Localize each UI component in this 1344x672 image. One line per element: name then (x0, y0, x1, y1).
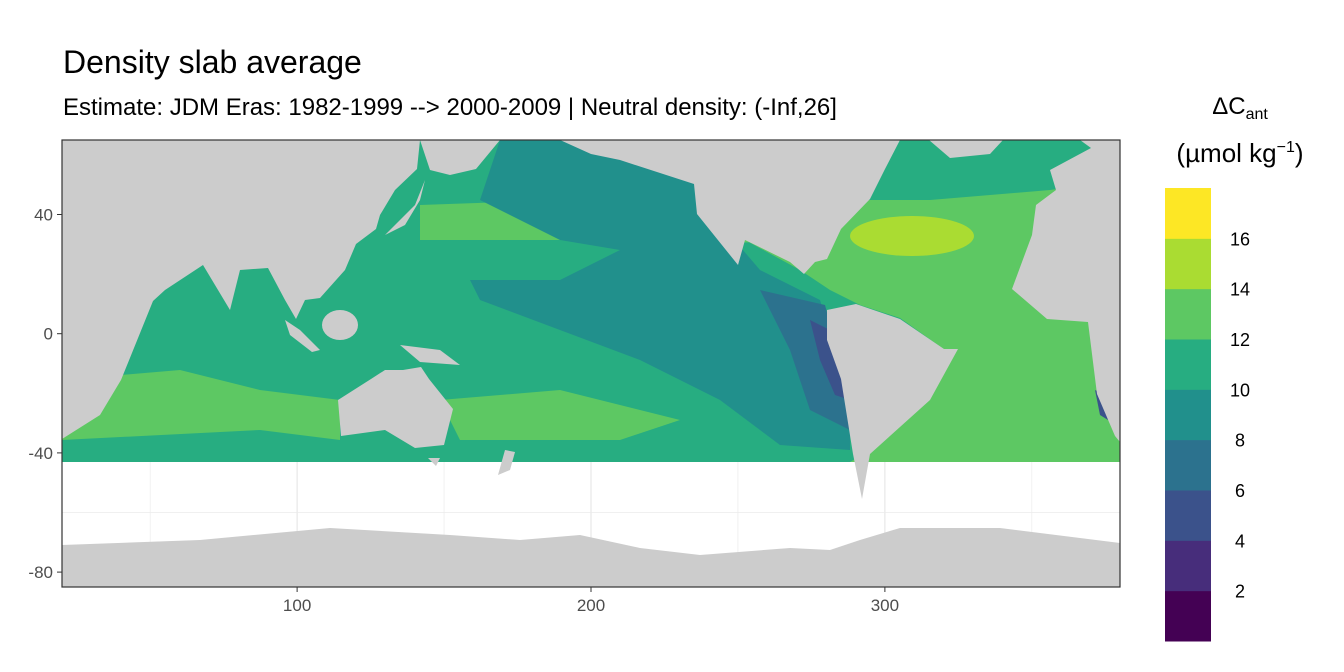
land (62, 140, 1120, 587)
region-central-pacific (470, 140, 850, 450)
legend-color-bin (1165, 439, 1211, 491)
legend-color-bin (1165, 339, 1211, 390)
legend-break-label: 4 (1235, 531, 1245, 551)
region-peru-upwelling (810, 320, 850, 400)
legend-units: (µmol kg−1) (1176, 138, 1303, 168)
legend-break-label: 10 (1230, 380, 1250, 400)
y-tick-label: 40 (34, 206, 53, 225)
map-layer (62, 140, 1120, 587)
region-south-pacific-band (440, 390, 680, 440)
x-tick-label: 100 (283, 596, 311, 615)
plot-subtitle: Estimate: JDM Eras: 1982-1999 --> 2000-2… (63, 94, 837, 121)
land-europe-africa-west (1012, 140, 1120, 442)
land-kamchatka (420, 140, 500, 175)
land-borneo (322, 310, 358, 340)
land-new-zealand (498, 450, 515, 475)
land-tasmania (428, 458, 440, 466)
legend-color-bin (1165, 490, 1211, 541)
legend-break-label: 2 (1235, 582, 1245, 602)
legend-color-bin (1165, 389, 1211, 441)
land-sumatra (285, 320, 320, 352)
legend-break-label: 8 (1235, 431, 1245, 451)
plot-title: Density slab average (63, 44, 362, 80)
legend-color-bin (1165, 540, 1211, 592)
x-tick-label: 300 (871, 596, 899, 615)
y-tick-label: 0 (44, 325, 53, 344)
land-australia (338, 367, 453, 448)
region-south-indian (62, 370, 340, 440)
legend-color-bin (1165, 288, 1211, 340)
legend-color-bin (1165, 188, 1211, 239)
x-tick-label: 200 (577, 596, 605, 615)
legend-break-label: 6 (1235, 481, 1245, 501)
legend-color-bin (1165, 590, 1211, 642)
y-tick-label: -80 (28, 563, 53, 582)
legend-break-label: 12 (1230, 330, 1250, 350)
land-africa-asia (62, 140, 420, 439)
land-antarctica (62, 528, 1120, 587)
legend-break-label: 14 (1230, 280, 1250, 300)
region-atlantic (745, 180, 1120, 462)
legend-color-bin (1165, 238, 1211, 290)
legend: 2 4 6 8 10 12 14 16 (1165, 188, 1250, 642)
land-alaska-north-america (560, 140, 958, 499)
legend-break-label: 16 (1230, 229, 1250, 249)
no-data-band (62, 458, 1120, 533)
y-tick-label: -40 (28, 444, 53, 463)
land-new-guinea (400, 345, 460, 365)
land-arabia-gap (110, 240, 200, 285)
land-greenland (929, 140, 1003, 158)
land-japan (385, 180, 425, 235)
legend-title: ΔCant (1212, 93, 1268, 123)
region-north-atlantic-high (850, 216, 974, 256)
